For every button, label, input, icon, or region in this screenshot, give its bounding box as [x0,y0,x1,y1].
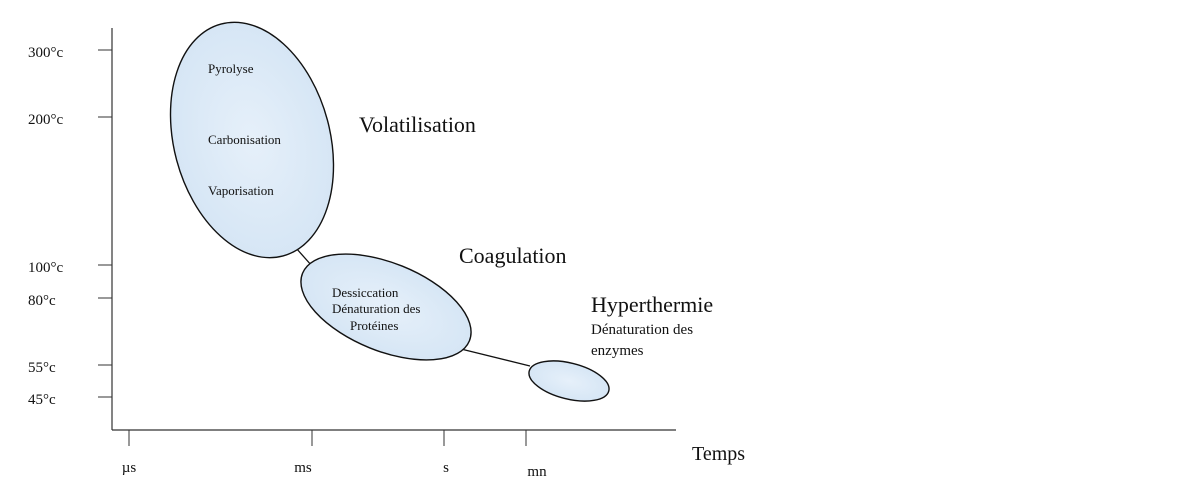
coagulation-item: Protéines [350,318,398,333]
x-tick-label: s [443,460,449,476]
y-tick-label: 100°c [28,260,63,276]
y-tick-label: 45°c [28,392,56,408]
x-tick-label: ms [294,460,312,476]
coagulation-item: Dessiccation [332,285,399,300]
y-tick-label: 80°c [28,293,56,309]
hyperthermie-title: Hyperthermie [591,292,713,317]
coagulation-ellipse [300,253,472,361]
x-tick-label: mn [527,464,547,480]
volatilisation-item: Vaporisation [208,183,274,198]
x-axis-title: Temps [692,443,745,465]
coagulation-item: Dénaturation des [332,301,420,316]
volatilisation-ellipse [169,21,335,259]
y-tick-label: 55°c [28,360,56,376]
coagulation-title: Coagulation [459,243,567,268]
hyperthermie-item: enzymes [591,343,644,359]
volatilisation-item: Carbonisation [208,132,281,147]
volatilisation-item: Pyrolyse [208,61,254,76]
y-tick-label: 200°c [28,112,63,128]
x-tick-label: µs [122,460,137,476]
y-tick-label: 300°c [28,45,63,61]
connector-line [460,348,531,367]
volatilisation-title: Volatilisation [359,112,476,137]
hyperthermie-ellipse [528,360,610,402]
hyperthermie-item: Dénaturation des [591,322,693,338]
